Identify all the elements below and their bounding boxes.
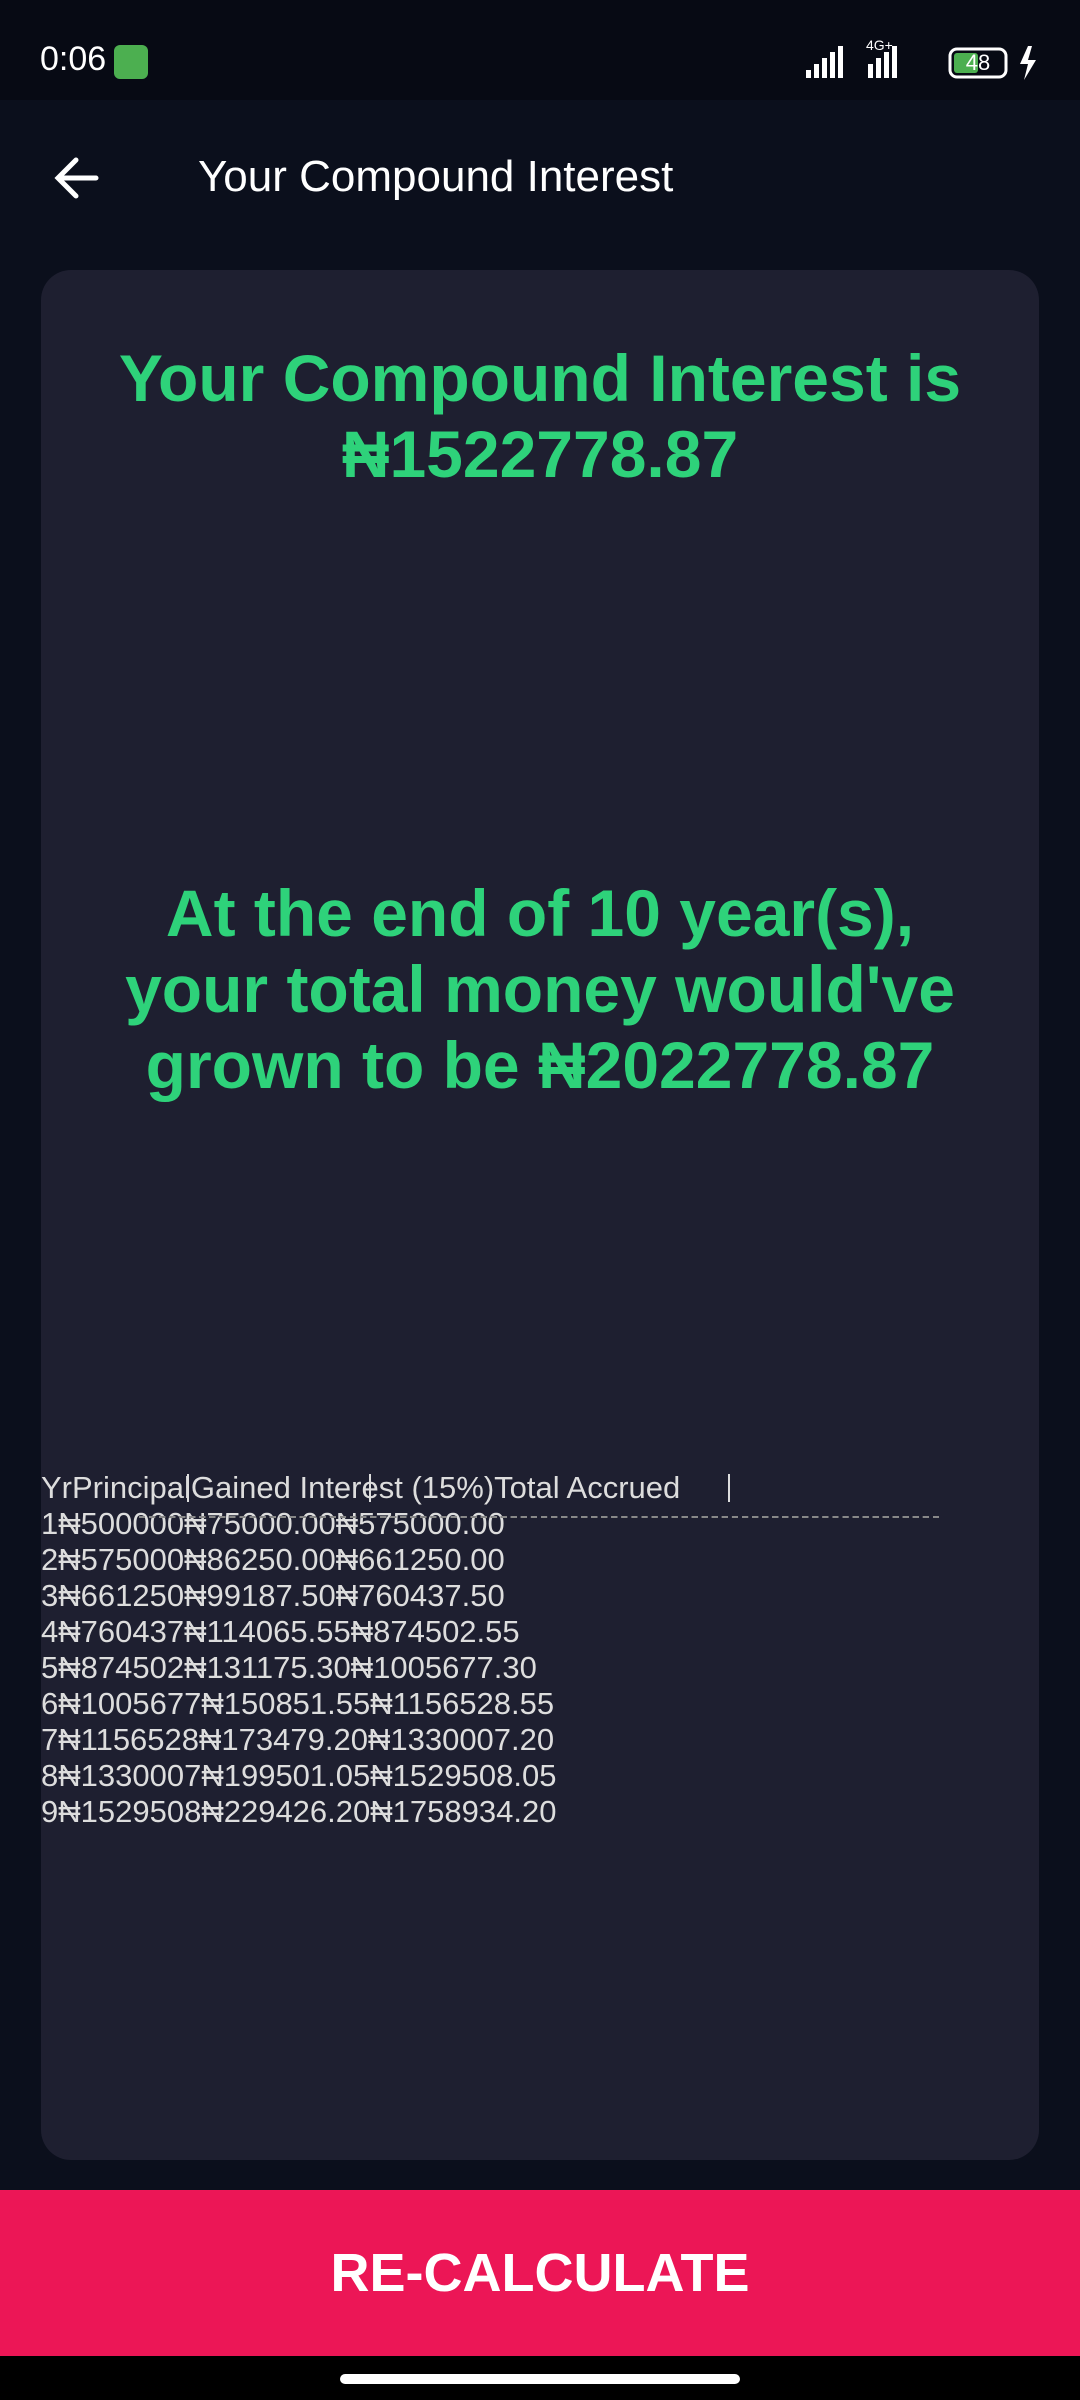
table-cell: ₦1330007	[58, 1758, 202, 1793]
table-cell: ₦1529508.05	[370, 1758, 557, 1793]
column-separator	[187, 1474, 189, 1502]
charging	[1020, 46, 1036, 80]
table-cell: 4	[41, 1614, 59, 1649]
table-cell: ₦661250.00	[335, 1542, 505, 1577]
table-cell: ₦1758934.20	[370, 1794, 557, 1829]
row-divider	[139, 1516, 939, 1518]
table-row: 1₦500000₦75000.00₦575000.00	[41, 1474, 1039, 1542]
table-cell: ₦874502.55	[350, 1614, 520, 1649]
table-cell: 2	[41, 1542, 59, 1577]
table-cell: ₦1156528.55	[370, 1686, 555, 1721]
page-title: Your Compound Interest	[198, 152, 674, 201]
table-cell: ₦150851.55	[201, 1686, 371, 1721]
table-cell: ₦75000.00	[184, 1506, 336, 1541]
table-cell: ₦1005677	[58, 1686, 202, 1721]
table-cell: ₦575000	[58, 1542, 185, 1577]
table-row: 2₦575000₦86250.00₦661250.00	[41, 1474, 1039, 1578]
table-row: 9₦1529508₦229426.20₦1758934.20	[41, 1474, 1039, 1830]
table-cell: 3	[41, 1578, 59, 1613]
nav-bar	[0, 2356, 1080, 2400]
column-separator	[369, 1474, 371, 1502]
table-row: 6₦1005677₦150851.55₦1156528.55	[41, 1474, 1039, 1722]
network-type: 4G+	[866, 40, 893, 53]
table-cell: 1	[41, 1506, 59, 1541]
table-row: 7₦1156528₦173479.20₦1330007.20	[41, 1474, 1039, 1758]
table-cell: ₦1156528	[58, 1722, 200, 1757]
app-icon	[114, 45, 148, 79]
table-cell: ₦99187.50	[184, 1578, 336, 1613]
table-cell: ₦500000	[58, 1506, 185, 1541]
table-cell: Yr	[41, 1470, 72, 1505]
signal	[806, 46, 897, 78]
table-cell: ₦1529508	[58, 1794, 202, 1829]
table-row: 5₦874502₦131175.30₦1005677.30	[41, 1474, 1039, 1686]
app-bar: Your Compound Interest	[0, 100, 1080, 260]
table-cell: ₦86250.00	[184, 1542, 336, 1577]
table-cell: ₦114065.55	[184, 1614, 351, 1649]
table-row: 8₦1330007₦199501.05₦1529508.05	[41, 1474, 1039, 1794]
table-cell: ₦760437.50	[335, 1578, 505, 1613]
table-cell: Principal	[72, 1470, 191, 1505]
table-cell: 7	[41, 1722, 59, 1757]
table-cell: ₦1005677.30	[350, 1650, 537, 1685]
home-indicator	[340, 2374, 740, 2384]
table-cell: 8	[41, 1758, 59, 1793]
back-button[interactable]	[50, 150, 106, 206]
total-text: At the end of 10 year(s), your total mon…	[125, 876, 955, 1102]
table-cell: 6	[41, 1686, 59, 1721]
table-header: YrPrincipalGained Interest (15%)Total Ac…	[41, 1470, 1039, 1518]
recalculate-button[interactable]: RE-CALCULATE	[0, 2190, 1080, 2356]
table-cell: ₦131175.30	[184, 1650, 351, 1685]
table-cell: ₦173479.20	[199, 1722, 368, 1757]
result-card: Your Compound Interest is ₦1522778.87 At…	[41, 270, 1039, 2160]
table-cell: ₦199501.05	[201, 1758, 371, 1793]
status-bar: 0:06 4G+ 48	[0, 0, 1080, 100]
interest-text: Your Compound Interest is ₦1522778.87	[118, 341, 962, 491]
table-cell: Gained Interest (15%)	[190, 1470, 495, 1505]
table-cell: ₦661250	[58, 1578, 185, 1613]
table-cell: 9	[41, 1794, 59, 1829]
status-icons: 4G+ 48	[806, 40, 1036, 80]
table-cell: ₦575000.00	[335, 1506, 505, 1541]
table-row: 3₦661250₦99187.50₦760437.50	[41, 1474, 1039, 1614]
table-row: 4₦760437₦114065.55₦874502.55	[41, 1474, 1039, 1650]
table-cell: 5	[41, 1650, 59, 1685]
table-cell: ₦229426.20	[201, 1794, 371, 1829]
column-separator	[728, 1474, 730, 1502]
table-cell: ₦760437	[58, 1614, 185, 1649]
time: 0:06	[40, 40, 107, 78]
battery-text: 48	[966, 50, 990, 75]
battery-level	[954, 53, 978, 73]
breakdown-table: YrPrincipalGained Interest (15%)Total Ac…	[41, 1470, 1039, 1830]
table-cell: ₦874502	[58, 1650, 185, 1685]
battery	[948, 47, 1008, 79]
table-cell: ₦1330007.20	[367, 1722, 555, 1757]
table-cell: Total Accrued	[494, 1470, 681, 1505]
